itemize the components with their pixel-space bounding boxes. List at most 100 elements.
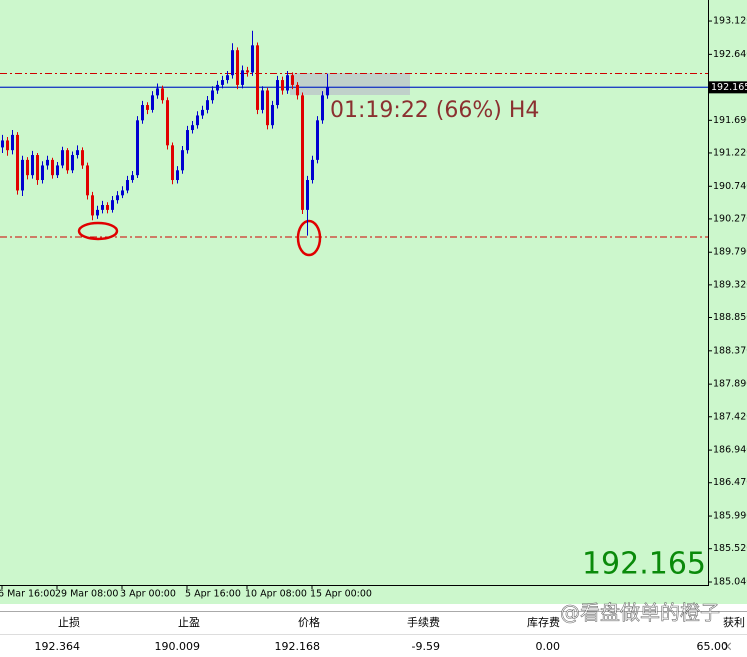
- candle-body: [26, 159, 29, 176]
- x-tick-label: 29 Mar 08:00: [55, 589, 118, 600]
- y-tick-label: 190.270: [713, 213, 747, 224]
- table-cell: 192.168: [275, 640, 321, 653]
- candle-body: [106, 205, 109, 210]
- y-tick-label: 192.640: [713, 49, 747, 60]
- candle-body: [16, 134, 19, 191]
- candle-body: [151, 95, 154, 110]
- candle-body: [216, 84, 219, 91]
- candle-body: [171, 145, 174, 181]
- candle-body: [236, 50, 239, 85]
- table-cell: 65.00: [697, 640, 729, 653]
- candle-body: [111, 200, 114, 210]
- candle-body: [76, 150, 79, 156]
- candle-body: [136, 120, 139, 176]
- candle-body: [41, 165, 44, 181]
- candle-body: [196, 115, 199, 126]
- y-tick-label: 188.850: [713, 312, 747, 323]
- candle-body: [81, 150, 84, 166]
- y-tick-label: 191.220: [713, 147, 747, 158]
- candle-body: [191, 125, 194, 131]
- candle-body: [221, 80, 224, 85]
- candle-body: [96, 209, 99, 216]
- candle-body: [51, 159, 54, 176]
- candle-body: [11, 134, 14, 151]
- candle-body: [66, 150, 69, 171]
- candle-body: [211, 90, 214, 101]
- candle-body: [251, 45, 254, 73]
- candle-body: [276, 80, 279, 106]
- candle-body: [186, 130, 189, 151]
- candle-body: [121, 190, 124, 196]
- close-button[interactable]: ×: [722, 640, 733, 655]
- candle-body: [316, 120, 319, 160]
- big-price: 192.165: [582, 547, 706, 582]
- candle-body: [271, 105, 274, 126]
- candle-body: [156, 88, 159, 96]
- x-tick-label: 6 Mar 16:00: [0, 589, 55, 600]
- candle-body: [21, 159, 24, 191]
- y-tick-label: 187.420: [713, 411, 747, 422]
- watermark: @看盘做单的橙子: [560, 601, 720, 625]
- candle-body: [1, 140, 4, 148]
- candle-body: [71, 155, 74, 171]
- y-tick-label: 188.370: [713, 345, 747, 356]
- table-header: 止损: [58, 615, 80, 629]
- y-tick-label: 189.790: [713, 247, 747, 258]
- candle-body: [306, 180, 309, 210]
- candle-body: [321, 95, 324, 121]
- candle-body: [141, 105, 144, 121]
- table-header: 止盈: [178, 616, 200, 629]
- candle-body: [261, 90, 264, 110]
- candle-body: [291, 75, 294, 85]
- y-tick-label: 190.740: [713, 181, 747, 192]
- chart-background: [0, 0, 747, 604]
- x-tick-label: 15 Apr 00:00: [310, 589, 372, 600]
- candle-body: [56, 165, 59, 176]
- x-tick-label: 3 Apr 00:00: [120, 589, 176, 600]
- candle-body: [311, 159, 314, 181]
- candle-body: [241, 70, 244, 85]
- table-header: 库存费: [527, 615, 560, 629]
- y-tick-label: 191.690: [713, 115, 747, 126]
- y-tick-label: 193.120: [713, 16, 747, 27]
- candle-body: [296, 84, 299, 96]
- candle-body: [176, 170, 179, 181]
- table-header: 手续费: [407, 615, 440, 629]
- candle-body: [131, 175, 134, 181]
- timer-label: 01:19:22 (66%) H4: [330, 98, 539, 123]
- candle-body: [326, 86, 329, 96]
- candle-body: [301, 95, 304, 210]
- candle-body: [266, 90, 269, 126]
- candle-body: [36, 155, 39, 181]
- candle-body: [91, 195, 94, 216]
- candle-body: [116, 195, 119, 201]
- candle-body: [281, 80, 284, 91]
- candle-body: [46, 159, 49, 166]
- table-header: 价格: [298, 615, 320, 629]
- candle-body: [161, 88, 164, 101]
- y-tick-label: 185.040: [713, 577, 747, 588]
- candle-body: [126, 180, 129, 191]
- y-tick-label: 187.890: [713, 379, 747, 390]
- x-tick-label: 10 Apr 08:00: [245, 589, 307, 600]
- candle-body: [206, 100, 209, 110]
- candle-body: [31, 155, 34, 176]
- table-background: [0, 604, 747, 657]
- y-tick-label: 189.320: [713, 279, 747, 290]
- candle-body: [286, 75, 289, 91]
- candle-body: [166, 100, 169, 146]
- candle-body: [86, 165, 89, 196]
- candle-body: [256, 45, 259, 110]
- candle-body: [146, 105, 149, 110]
- table-cell: -9.59: [412, 640, 440, 653]
- circle-marker: [77, 221, 119, 241]
- candle-body: [226, 75, 229, 81]
- candle-body: [246, 70, 249, 73]
- y-tick-label: 186.940: [713, 445, 747, 456]
- x-tick-label: 5 Apr 16:00: [185, 589, 241, 600]
- y-tick-label: 185.990: [713, 511, 747, 522]
- candle-body: [6, 140, 9, 151]
- candle-body: [201, 109, 204, 116]
- candle-body: [101, 205, 104, 210]
